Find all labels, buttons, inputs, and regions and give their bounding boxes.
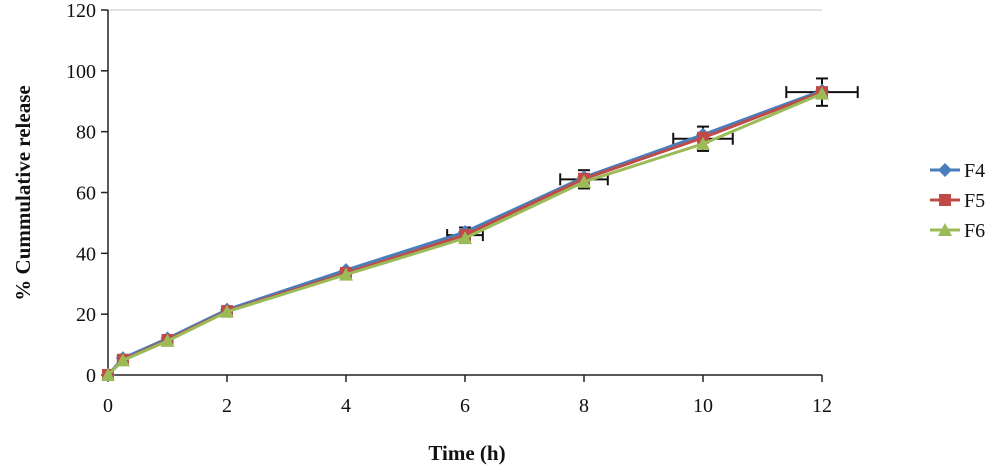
point-f6 — [458, 231, 472, 245]
legend-label-f5: F5 — [964, 190, 985, 212]
point-f6 — [339, 267, 353, 281]
point-f6 — [160, 333, 175, 347]
point-f6 — [220, 304, 234, 318]
y-tick-label: 60 — [76, 183, 96, 205]
point-f6 — [815, 86, 829, 100]
x-tick-label: 10 — [693, 395, 713, 417]
legend-label-f6: F6 — [964, 220, 985, 242]
legend-marker-f4 — [938, 163, 952, 177]
x-tick-label: 8 — [579, 395, 589, 417]
legend-label-f4: F4 — [964, 160, 985, 182]
point-f6 — [115, 353, 130, 367]
axes — [107, 10, 822, 376]
point-f6 — [101, 368, 115, 381]
y-tick-label: 0 — [86, 365, 96, 387]
y-axis-title: % Cummulative release — [11, 85, 35, 300]
x-tick-label: 4 — [341, 395, 351, 417]
series-group — [101, 83, 829, 382]
y-tick-label: 40 — [76, 243, 96, 265]
point-f6 — [577, 174, 591, 188]
axis-ticks: 0 20 40 60 80 100 120 0 2 4 6 8 10 12 — [66, 0, 832, 417]
x-tick-label: 6 — [460, 395, 470, 417]
legend-marker-f6 — [938, 223, 952, 236]
x-tick-label: 2 — [222, 395, 232, 417]
y-tick-label: 20 — [76, 304, 96, 326]
y-tick-label: 100 — [66, 61, 96, 83]
legend: F4 F5 F6 — [930, 160, 985, 242]
x-tick-label: 12 — [812, 395, 832, 417]
y-tick-label: 120 — [66, 0, 96, 22]
y-tick-label: 80 — [76, 122, 96, 144]
x-axis-title: Time (h) — [428, 441, 505, 465]
legend-marker-f5 — [939, 194, 951, 206]
point-f6 — [696, 136, 710, 150]
x-tick-label: 0 — [103, 395, 113, 417]
